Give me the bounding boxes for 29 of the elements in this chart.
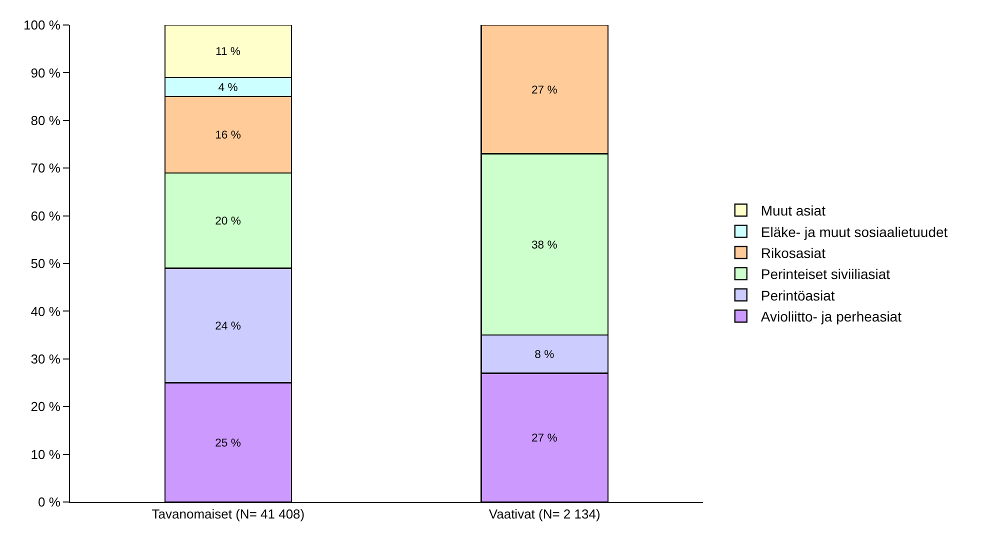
x-tick-label: Tavanomaiset (N= 41 408): [152, 506, 305, 522]
legend-label: Eläke- ja muut sosiaalietuudet: [760, 224, 948, 240]
y-tick-label: 90 %: [30, 65, 61, 80]
data-label: 24 %: [215, 320, 241, 332]
y-tick-label: 70 %: [30, 160, 61, 176]
y-tick-label: 100 %: [24, 18, 61, 33]
data-label: 11 %: [216, 46, 240, 58]
y-tick-label: 80 %: [30, 112, 61, 128]
data-label: 25 %: [215, 437, 241, 450]
data-label: 20 %: [215, 215, 241, 228]
y-tick-label: 0 %: [38, 494, 61, 510]
y-tick-label: 40 %: [30, 304, 61, 319]
data-label: 8 %: [534, 349, 554, 362]
data-label: 16 %: [215, 130, 241, 142]
legend-label: Muut asiat: [760, 202, 826, 219]
legend-label: Perinteiset siviiliasiat: [760, 266, 890, 282]
data-label: 27 %: [532, 84, 558, 96]
y-tick-label: 30 %: [30, 351, 61, 366]
legend-label: Rikosasiat: [760, 244, 826, 261]
y-tick-label: 50 %: [30, 256, 61, 272]
y-tick-label: 60 %: [30, 208, 61, 224]
legend-label: Perintöasiat: [760, 287, 835, 304]
legend-label: Avioliitto- ja perheasiat: [760, 308, 902, 325]
y-tick-label: 10 %: [30, 446, 61, 462]
data-label: 27 %: [532, 432, 558, 445]
data-label: 4 %: [218, 82, 238, 94]
x-tick-label: Vaativat (N= 2 134): [488, 506, 600, 522]
y-tick-label: 20 %: [30, 399, 61, 414]
data-label: 38 %: [532, 239, 558, 252]
